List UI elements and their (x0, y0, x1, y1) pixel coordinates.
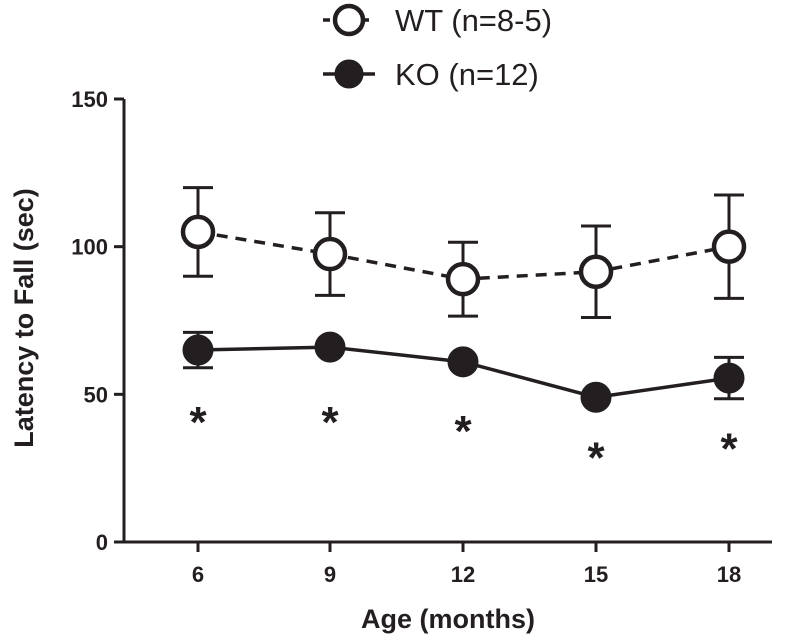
legend-marker-filled (334, 59, 364, 89)
x-tick-label: 15 (584, 562, 608, 587)
legend-marker-open (332, 3, 366, 37)
x-tick-label: 12 (451, 562, 475, 587)
legend-label: WT (n=8-5) (395, 3, 552, 38)
data-point-filled (182, 334, 214, 366)
legend-label: KO (n=12) (395, 57, 539, 92)
data-point-open (445, 261, 481, 297)
x-tick-label: 18 (717, 562, 741, 587)
significance-star: * (189, 398, 207, 447)
significance-star: * (321, 398, 339, 447)
data-point-filled (713, 362, 745, 394)
data-point-filled (314, 331, 346, 363)
data-point-open (180, 214, 216, 250)
series-ko (182, 330, 745, 413)
axes: 0 50 100 150 6 9 12 15 18 (71, 87, 772, 587)
legend: WT (n=8-5) KO (n=12) (323, 3, 552, 92)
significance-markers: * * * * * (189, 398, 738, 482)
data-point-open (711, 229, 747, 264)
x-axis-title: Age (months) (361, 604, 535, 634)
significance-star: * (454, 407, 472, 456)
y-ticks: 0 50 100 150 (71, 87, 124, 555)
y-tick-label: 150 (71, 87, 108, 112)
data-point-open (312, 236, 348, 272)
y-tick-label: 0 (96, 530, 108, 555)
series-wt (180, 186, 747, 320)
significance-star: * (587, 433, 605, 482)
y-tick-label: 100 (71, 235, 108, 260)
x-tick-label: 9 (324, 562, 336, 587)
data-point-filled (580, 381, 612, 413)
data-point-filled (447, 346, 479, 378)
y-axis-title: Latency to Fall (sec) (9, 188, 39, 448)
data-point-open (578, 254, 614, 290)
legend-item-ko: KO (n=12) (323, 57, 539, 92)
x-ticks: 6 9 12 15 18 (192, 542, 741, 587)
x-tick-label: 6 (192, 562, 204, 587)
y-tick-label: 50 (84, 382, 108, 407)
legend-item-wt: WT (n=8-5) (323, 3, 552, 38)
series-layer (180, 186, 747, 413)
significance-star: * (720, 424, 738, 473)
